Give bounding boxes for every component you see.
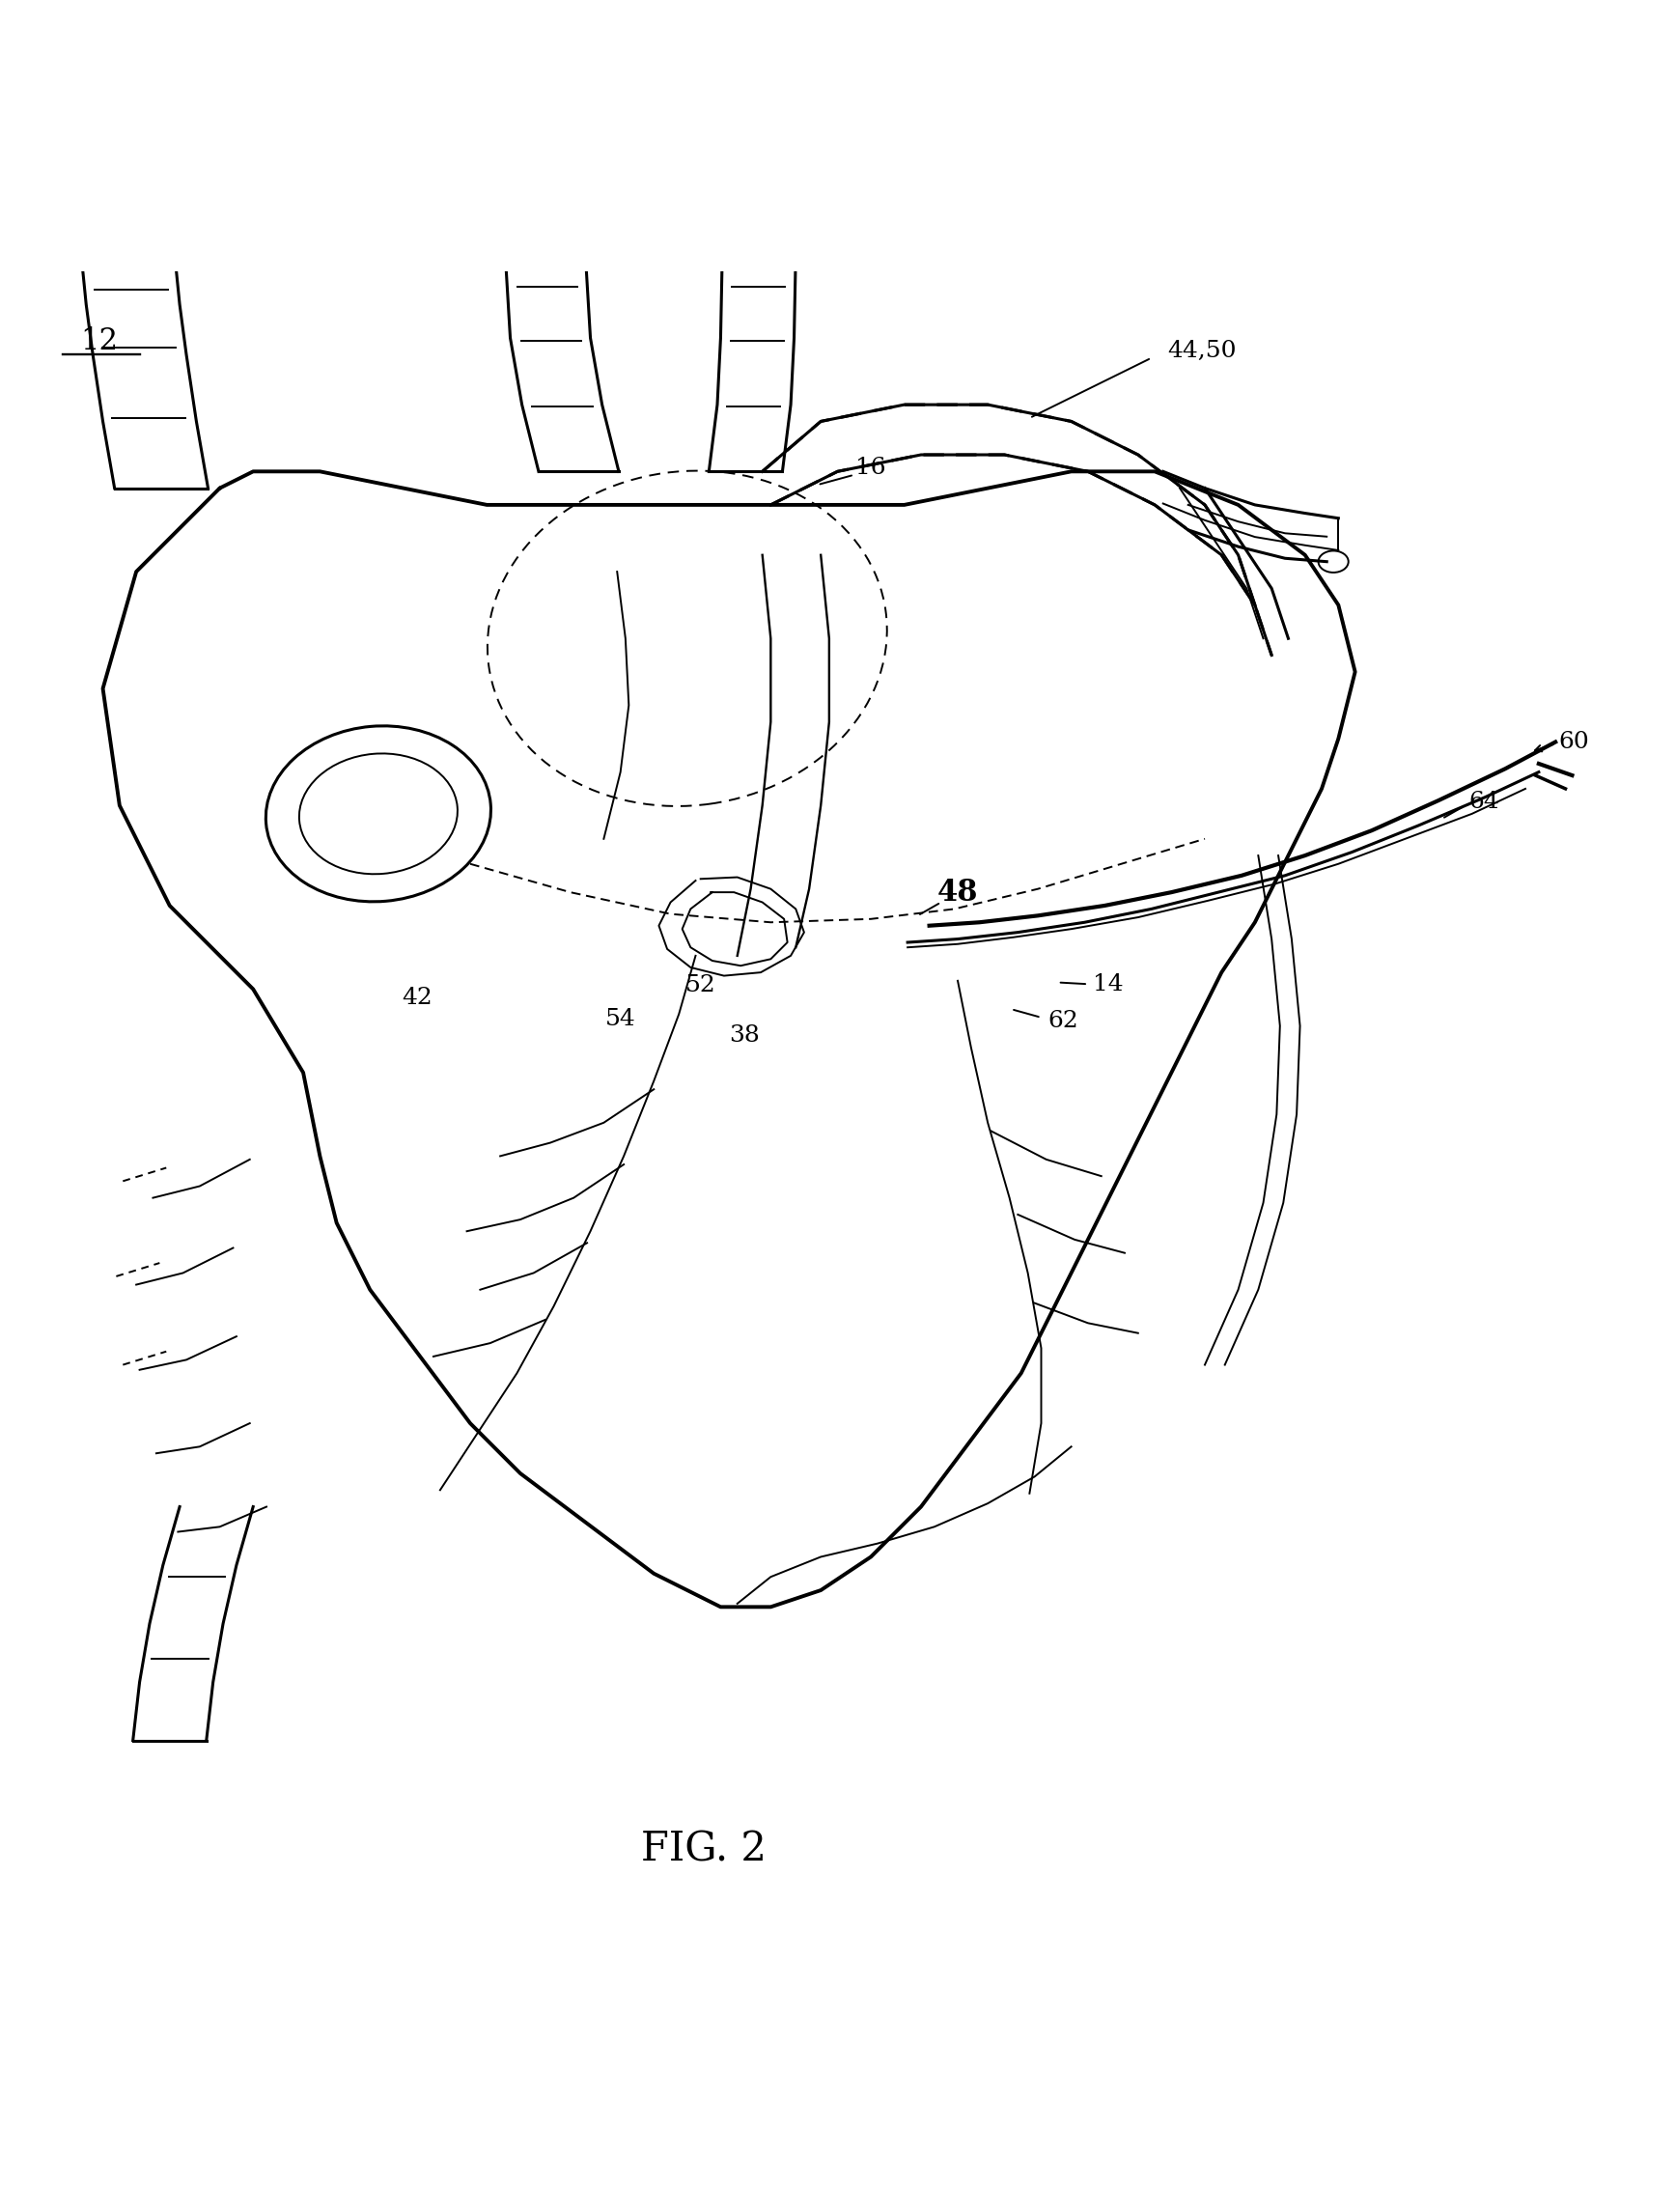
Text: 14: 14 [1092,973,1124,995]
Text: 64: 64 [1469,792,1499,814]
Text: FIG. 2: FIG. 2 [642,1829,767,1869]
Text: 38: 38 [729,1024,759,1046]
Text: 16: 16 [856,458,886,480]
Text: 52: 52 [685,975,715,998]
Text: 48: 48 [938,878,978,907]
Text: 54: 54 [605,1009,636,1031]
Text: 42: 42 [402,987,432,1009]
Text: 62: 62 [1047,1009,1079,1033]
Text: 44,50: 44,50 [1167,341,1236,363]
Text: 12: 12 [80,325,119,356]
Text: 60: 60 [1559,730,1590,752]
